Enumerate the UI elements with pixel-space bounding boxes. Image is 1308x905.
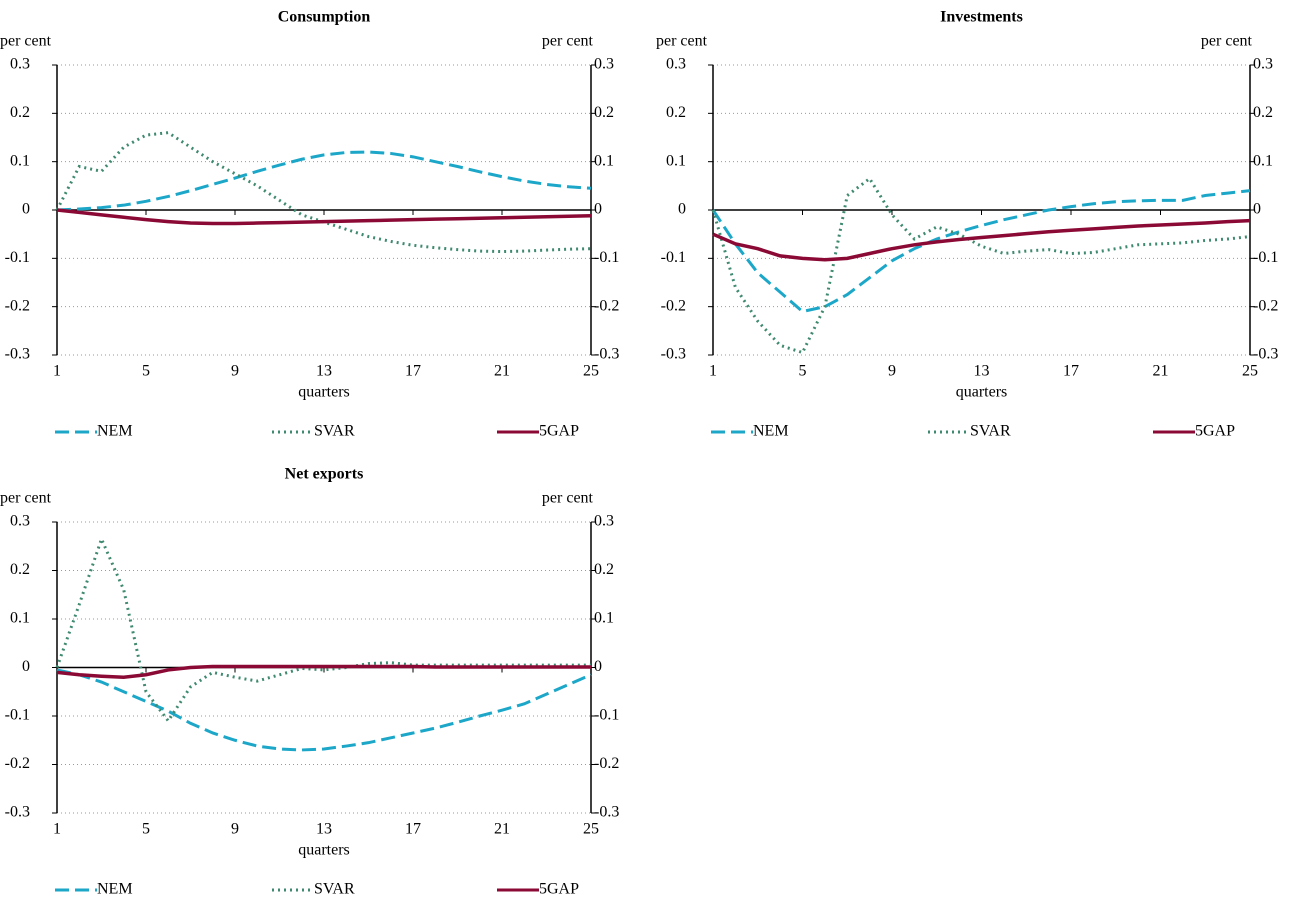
y2-tick-label: 0.3 bbox=[1253, 56, 1273, 73]
x-tick-label: 1 bbox=[709, 363, 717, 380]
y-axis-label: per cent bbox=[656, 33, 708, 50]
y2-tick-label: -0.2 bbox=[1253, 297, 1278, 314]
line-chart: Net exports per cent per cent -0.3 -0.2 -0.1 0… bbox=[0, 466, 619, 898]
y-tick-label: 0.1 bbox=[10, 152, 30, 169]
y-tick-label: 0.2 bbox=[10, 561, 30, 578]
y2-tick-label: -0.3 bbox=[594, 804, 619, 821]
y-tick-label: 0 bbox=[22, 658, 30, 675]
x-tick-label: 1 bbox=[53, 821, 61, 838]
series-line bbox=[56, 150, 592, 212]
y-tick-label: -0.2 bbox=[5, 755, 30, 772]
series-line bbox=[56, 668, 592, 752]
series-line bbox=[56, 664, 591, 679]
y2-tick-label: 0.2 bbox=[594, 104, 614, 121]
x-tick-label: 21 bbox=[494, 821, 510, 838]
legend-label: NEM bbox=[97, 881, 133, 898]
x-axis-label: quarters bbox=[298, 384, 350, 401]
y2-tick-label: 0.2 bbox=[1253, 104, 1273, 121]
x-tick-label: 13 bbox=[316, 821, 332, 838]
series-line bbox=[55, 534, 591, 724]
y-tick-label: 0.3 bbox=[666, 56, 686, 73]
chart-title: Investments bbox=[940, 9, 1023, 26]
legend-label: SVAR bbox=[314, 423, 355, 440]
y2-axis-label: per cent bbox=[542, 33, 594, 50]
x-tick-label: 25 bbox=[583, 821, 599, 838]
x-axis-label: quarters bbox=[298, 842, 350, 859]
y-tick-label: -0.2 bbox=[661, 297, 686, 314]
y-tick-label: 0.3 bbox=[10, 513, 30, 530]
x-tick-label: 5 bbox=[142, 821, 150, 838]
x-tick-label: 9 bbox=[888, 363, 896, 380]
y2-tick-label: 0.1 bbox=[1253, 152, 1273, 169]
x-axis-label: quarters bbox=[956, 384, 1008, 401]
y2-axis-label: per cent bbox=[542, 490, 594, 507]
legend-label: NEM bbox=[753, 423, 789, 440]
y2-tick-label: 0.3 bbox=[594, 56, 614, 73]
y-axis-label: per cent bbox=[0, 490, 52, 507]
y2-tick-label: 0 bbox=[594, 201, 602, 218]
chart-title: Net exports bbox=[285, 466, 364, 483]
y-tick-label: 0.1 bbox=[666, 152, 686, 169]
legend-label: SVAR bbox=[314, 881, 355, 898]
series-line bbox=[712, 218, 1251, 262]
y2-tick-label: 0 bbox=[1253, 201, 1261, 218]
series-line bbox=[55, 131, 592, 254]
x-tick-label: 25 bbox=[1242, 363, 1258, 380]
y-tick-label: -0.2 bbox=[5, 297, 30, 314]
line-chart: Consumption per cent per cent -0.3 -0.2 -0.1 0… bbox=[0, 9, 619, 440]
y-tick-label: -0.3 bbox=[661, 346, 686, 363]
x-tick-label: 5 bbox=[799, 363, 807, 380]
series-line bbox=[711, 176, 1251, 355]
y2-tick-label: -0.2 bbox=[594, 297, 619, 314]
y2-tick-label: 0.1 bbox=[594, 610, 614, 627]
y2-tick-label: -0.3 bbox=[1253, 346, 1278, 363]
y2-tick-label: 0.2 bbox=[594, 561, 614, 578]
y2-tick-label: 0 bbox=[594, 658, 602, 675]
chart-title: Consumption bbox=[278, 9, 371, 26]
legend-label: SVAR bbox=[970, 423, 1011, 440]
y2-tick-label: 0.3 bbox=[594, 513, 614, 530]
y2-tick-label: -0.1 bbox=[594, 249, 619, 266]
x-tick-label: 21 bbox=[1153, 363, 1169, 380]
y-tick-label: 0 bbox=[22, 201, 30, 218]
y-tick-label: -0.1 bbox=[661, 249, 686, 266]
x-tick-label: 5 bbox=[142, 363, 150, 380]
x-tick-label: 21 bbox=[494, 363, 510, 380]
y-tick-label: -0.1 bbox=[5, 249, 30, 266]
y2-tick-label: -0.3 bbox=[594, 346, 619, 363]
y-tick-label: 0.1 bbox=[10, 610, 30, 627]
y2-axis-label: per cent bbox=[1201, 33, 1253, 50]
legend-label: NEM bbox=[97, 423, 133, 440]
y-tick-label: 0 bbox=[678, 201, 686, 218]
y-tick-label: -0.1 bbox=[5, 707, 30, 724]
y-tick-label: 0.2 bbox=[10, 104, 30, 121]
series-line bbox=[56, 208, 592, 226]
x-tick-label: 17 bbox=[1063, 363, 1079, 380]
y-tick-label: 0.2 bbox=[666, 104, 686, 121]
y2-tick-label: -0.2 bbox=[594, 755, 619, 772]
y2-tick-label: -0.1 bbox=[1253, 249, 1278, 266]
y-tick-label: -0.3 bbox=[5, 346, 30, 363]
x-tick-label: 17 bbox=[405, 363, 421, 380]
legend-label: 5GAP bbox=[539, 881, 579, 898]
y2-tick-label: 0.1 bbox=[594, 152, 614, 169]
y-tick-label: -0.3 bbox=[5, 804, 30, 821]
x-tick-label: 25 bbox=[583, 363, 599, 380]
x-tick-label: 13 bbox=[974, 363, 990, 380]
x-tick-label: 17 bbox=[405, 821, 421, 838]
y-tick-label: 0.3 bbox=[10, 56, 30, 73]
y-axis-label: per cent bbox=[0, 33, 52, 50]
x-tick-label: 9 bbox=[231, 821, 239, 838]
line-chart: Investments per cent per cent -0.3 -0.2 -0.1 0… bbox=[656, 9, 1278, 440]
x-tick-label: 1 bbox=[53, 363, 61, 380]
x-tick-label: 9 bbox=[231, 363, 239, 380]
y2-tick-label: -0.1 bbox=[594, 707, 619, 724]
legend-label: 5GAP bbox=[539, 423, 579, 440]
series-line bbox=[711, 189, 1251, 314]
x-tick-label: 13 bbox=[316, 363, 332, 380]
legend-label: 5GAP bbox=[1195, 423, 1235, 440]
